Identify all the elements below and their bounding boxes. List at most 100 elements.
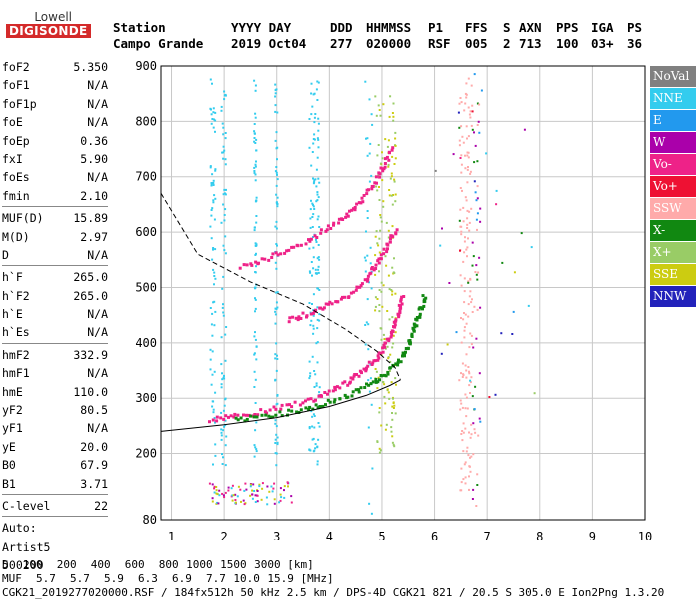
echo-dot bbox=[392, 401, 395, 404]
echo-dot bbox=[254, 307, 257, 310]
echo-dot bbox=[468, 488, 470, 491]
echo-dot bbox=[274, 92, 277, 95]
echo-trace-dot bbox=[245, 263, 249, 267]
echo-dot bbox=[460, 481, 463, 484]
echo-trace-dot bbox=[394, 232, 398, 236]
echo-dot bbox=[461, 362, 464, 365]
echo-trace-dot bbox=[401, 354, 404, 358]
echo-dot bbox=[467, 315, 470, 318]
param-name: MUF(D) bbox=[2, 211, 44, 226]
param-value: 80.5 bbox=[80, 403, 108, 418]
echo-dot bbox=[231, 499, 234, 502]
echo-trace-dot bbox=[370, 266, 374, 269]
echo-dot bbox=[478, 417, 481, 420]
echo-dot bbox=[222, 494, 225, 497]
echo-dot bbox=[275, 243, 278, 245]
echo-dot bbox=[216, 493, 219, 496]
echo-dot bbox=[213, 491, 216, 494]
echo-dot bbox=[224, 419, 227, 422]
param-name: yF2 bbox=[2, 403, 23, 418]
echo-dot bbox=[477, 271, 480, 274]
echo-dot bbox=[384, 402, 387, 405]
echo-dot bbox=[460, 317, 462, 319]
x-tick-label: 3 bbox=[273, 530, 280, 540]
echo-dot bbox=[500, 332, 503, 335]
echo-trace-dot bbox=[337, 217, 341, 221]
echo-dot bbox=[380, 281, 383, 284]
param-row-md: M(D) 2.97 bbox=[2, 228, 108, 246]
echo-trace-dot bbox=[361, 200, 365, 204]
echo-dot bbox=[254, 446, 257, 449]
echo-dot bbox=[315, 384, 318, 387]
echo-dot bbox=[312, 314, 315, 317]
echo-dot bbox=[223, 496, 226, 499]
echo-dot bbox=[210, 108, 212, 111]
echo-dot bbox=[382, 103, 385, 106]
echo-dot bbox=[312, 236, 314, 238]
echo-trace-dot bbox=[338, 397, 342, 401]
echo-dot bbox=[212, 408, 215, 411]
echo-dot bbox=[212, 179, 215, 182]
echo-trace-dot bbox=[385, 250, 389, 254]
echo-dot bbox=[220, 109, 223, 112]
muf-unit: [MHz] bbox=[300, 572, 334, 585]
echo-trace-dot bbox=[224, 414, 228, 418]
echo-dot bbox=[468, 475, 470, 478]
echo-dot bbox=[274, 357, 277, 360]
echo-dot bbox=[212, 184, 215, 186]
echo-trace-dot bbox=[345, 212, 349, 216]
echo-dot bbox=[390, 175, 393, 178]
echo-dot bbox=[220, 434, 223, 437]
echo-trace-dot bbox=[383, 373, 386, 377]
param-row-yf1: yF1 N/A bbox=[2, 419, 108, 437]
echo-dot bbox=[475, 264, 478, 267]
echo-dot bbox=[243, 489, 246, 492]
param-row-hme: hmE 110.0 bbox=[2, 383, 108, 401]
echo-dot bbox=[394, 200, 397, 203]
echo-dot bbox=[366, 298, 369, 301]
echo-dot bbox=[258, 483, 261, 486]
echo-dot bbox=[255, 215, 258, 217]
echo-dot bbox=[315, 382, 318, 385]
echo-dot bbox=[465, 396, 468, 399]
echo-trace-dot bbox=[255, 415, 259, 419]
echo-trace-dot bbox=[382, 343, 386, 347]
echo-dot bbox=[225, 188, 227, 191]
echo-dot bbox=[476, 185, 479, 188]
echo-dot bbox=[225, 435, 228, 438]
echo-trace-dot bbox=[355, 202, 359, 206]
muf-row: MUF 5.7 5.7 5.9 6.3 6.9 7.7 10.0 15.9 [MHz] bbox=[2, 572, 334, 585]
station-label: Station bbox=[113, 20, 166, 35]
echo-trace-dot bbox=[406, 347, 410, 351]
echo-dot bbox=[313, 208, 316, 210]
d-value: 400 bbox=[90, 558, 111, 571]
echo-dot bbox=[368, 390, 371, 393]
ps-value: 36 bbox=[627, 36, 643, 51]
echo-dot bbox=[383, 338, 386, 340]
d-label: D bbox=[2, 558, 9, 571]
echo-dot bbox=[468, 295, 471, 298]
echo-trace-dot bbox=[335, 385, 339, 389]
echo-dot bbox=[464, 482, 467, 485]
echo-dot bbox=[221, 122, 224, 125]
echo-dot bbox=[254, 165, 257, 168]
echo-dot bbox=[311, 105, 314, 108]
echo-trace-dot bbox=[387, 337, 391, 341]
ffs-field: FFS 005 bbox=[465, 20, 488, 52]
echo-trace-dot bbox=[260, 257, 264, 261]
echo-trace-dot bbox=[390, 148, 394, 152]
echo-dot bbox=[378, 237, 381, 240]
x-tick-label: 6 bbox=[431, 530, 438, 540]
echo-trace-dot bbox=[398, 311, 402, 314]
echo-dot bbox=[374, 305, 377, 308]
echo-dot bbox=[261, 482, 264, 485]
param-row-d: D N/A bbox=[2, 246, 108, 264]
echo-dot bbox=[222, 314, 225, 317]
x-tick-label: 9 bbox=[589, 530, 596, 540]
echo-trace-dot bbox=[378, 378, 381, 382]
echo-dot bbox=[465, 248, 468, 251]
echo-dot bbox=[224, 398, 227, 401]
echo-dot bbox=[313, 133, 316, 136]
echo-dot bbox=[309, 271, 312, 274]
echo-trace-dot bbox=[384, 374, 388, 378]
